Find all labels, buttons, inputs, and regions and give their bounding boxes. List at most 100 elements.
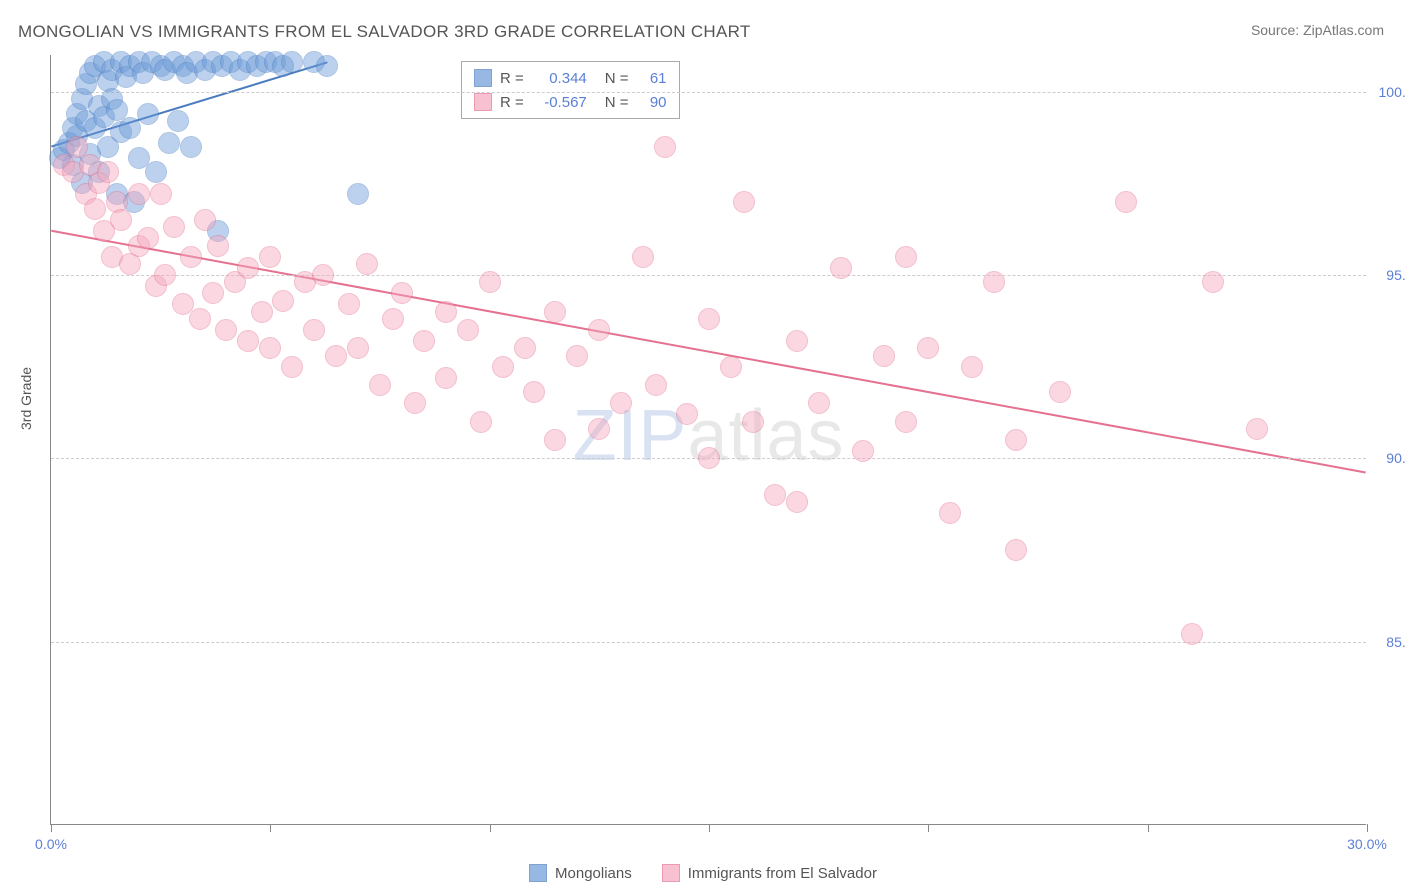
- xtick-label: 30.0%: [1347, 836, 1387, 852]
- legend-label: Mongolians: [555, 865, 632, 882]
- scatter-point: [588, 418, 610, 440]
- scatter-point: [917, 337, 939, 359]
- scatter-point: [873, 345, 895, 367]
- legend-label: Immigrants from El Salvador: [688, 865, 877, 882]
- stat-r-label: R =: [500, 94, 524, 111]
- scatter-point: [404, 392, 426, 414]
- scatter-point: [251, 301, 273, 323]
- scatter-point: [150, 183, 172, 205]
- stat-r-value: -0.567: [532, 94, 587, 111]
- stat-r-label: R =: [500, 70, 524, 87]
- stat-n-label: N =: [605, 70, 629, 87]
- scatter-point: [347, 337, 369, 359]
- chart-title: MONGOLIAN VS IMMIGRANTS FROM EL SALVADOR…: [18, 22, 751, 42]
- scatter-point: [281, 356, 303, 378]
- scatter-point: [158, 132, 180, 154]
- scatter-point: [180, 136, 202, 158]
- scatter-point: [189, 308, 211, 330]
- scatter-point: [435, 367, 457, 389]
- scatter-point: [1005, 539, 1027, 561]
- scatter-point: [654, 136, 676, 158]
- trend-lines: [51, 55, 1366, 824]
- plot-area: ZIPatlas R =0.344N =61R =-0.567N =90 85.…: [50, 55, 1366, 825]
- legend-swatch: [662, 864, 680, 882]
- scatter-point: [382, 308, 404, 330]
- scatter-point: [237, 330, 259, 352]
- scatter-point: [1115, 191, 1137, 213]
- scatter-point: [1049, 381, 1071, 403]
- gridline-h: [51, 642, 1366, 643]
- scatter-point: [544, 301, 566, 323]
- scatter-point: [698, 447, 720, 469]
- scatter-point: [325, 345, 347, 367]
- ytick-label: 95.0%: [1386, 267, 1406, 283]
- scatter-point: [119, 117, 141, 139]
- scatter-point: [391, 282, 413, 304]
- scatter-point: [698, 308, 720, 330]
- scatter-point: [215, 319, 237, 341]
- scatter-point: [852, 440, 874, 462]
- scatter-point: [312, 264, 334, 286]
- scatter-point: [961, 356, 983, 378]
- scatter-point: [163, 216, 185, 238]
- scatter-point: [742, 411, 764, 433]
- scatter-point: [733, 191, 755, 213]
- series-swatch: [474, 69, 492, 87]
- scatter-point: [764, 484, 786, 506]
- ytick-label: 100.0%: [1379, 84, 1406, 100]
- stat-n-label: N =: [605, 94, 629, 111]
- scatter-point: [720, 356, 742, 378]
- scatter-point: [272, 290, 294, 312]
- scatter-point: [303, 319, 325, 341]
- scatter-point: [154, 264, 176, 286]
- stat-n-value: 90: [637, 94, 667, 111]
- scatter-point: [492, 356, 514, 378]
- scatter-point: [259, 337, 281, 359]
- legend-item: Immigrants from El Salvador: [662, 864, 877, 882]
- source-attribution: Source: ZipAtlas.com: [1251, 22, 1384, 38]
- scatter-point: [895, 246, 917, 268]
- scatter-point: [338, 293, 360, 315]
- scatter-point: [514, 337, 536, 359]
- scatter-point: [786, 330, 808, 352]
- scatter-point: [281, 51, 303, 73]
- scatter-point: [316, 55, 338, 77]
- scatter-point: [356, 253, 378, 275]
- scatter-point: [413, 330, 435, 352]
- stats-box: R = 0.344 N = 61 R = -0.567 N = 90: [461, 61, 680, 119]
- scatter-point: [1246, 418, 1268, 440]
- scatter-point: [194, 209, 216, 231]
- xtick-mark: [1148, 824, 1149, 832]
- scatter-point: [939, 502, 961, 524]
- scatter-point: [128, 183, 150, 205]
- legend-swatch: [529, 864, 547, 882]
- scatter-point: [1005, 429, 1027, 451]
- xtick-mark: [1367, 824, 1368, 832]
- scatter-point: [435, 301, 457, 323]
- scatter-point: [1202, 271, 1224, 293]
- scatter-point: [544, 429, 566, 451]
- y-axis-label: 3rd Grade: [18, 367, 34, 430]
- scatter-point: [369, 374, 391, 396]
- scatter-point: [180, 246, 202, 268]
- scatter-point: [808, 392, 830, 414]
- legend: Mongolians Immigrants from El Salvador: [0, 864, 1406, 882]
- xtick-mark: [709, 824, 710, 832]
- scatter-point: [84, 198, 106, 220]
- scatter-point: [259, 246, 281, 268]
- xtick-mark: [490, 824, 491, 832]
- scatter-point: [137, 103, 159, 125]
- legend-item: Mongolians: [529, 864, 632, 882]
- scatter-point: [830, 257, 852, 279]
- stat-n-value: 61: [637, 70, 667, 87]
- scatter-point: [895, 411, 917, 433]
- scatter-point: [645, 374, 667, 396]
- scatter-point: [110, 209, 132, 231]
- scatter-point: [632, 246, 654, 268]
- gridline-h: [51, 92, 1366, 93]
- stat-r-value: 0.344: [532, 70, 587, 87]
- ytick-label: 90.0%: [1386, 450, 1406, 466]
- xtick-label: 0.0%: [35, 836, 67, 852]
- scatter-point: [479, 271, 501, 293]
- series-swatch: [474, 93, 492, 111]
